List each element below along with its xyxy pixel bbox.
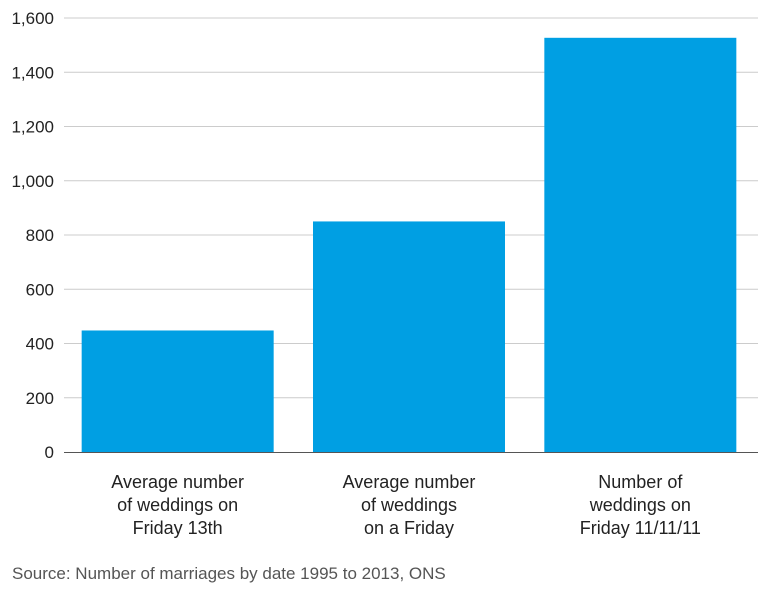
y-tick-label: 200 [26,389,54,408]
bar [313,221,505,452]
bar [81,330,274,452]
y-tick-label: 800 [26,226,54,245]
x-tick-label: Number of weddings on Friday 11/11/11 [580,472,701,538]
bars [81,37,737,453]
x-tick-label: Average number of weddings on Friday 13th [111,472,244,538]
y-tick-label: 1,200 [11,118,54,137]
y-tick-label: 400 [26,335,54,354]
category-labels: Average number of weddings on Friday 13th A… [111,472,701,538]
bar [544,37,737,453]
source-note: Source: Number of marriages by date 1995… [12,564,446,583]
y-tick-label: 0 [45,443,54,462]
y-tick-label: 1,000 [11,172,54,191]
y-tick-label: 1,400 [11,63,54,82]
y-tick-label: 1,600 [11,9,54,28]
y-tick-labels: 0 200 400 600 800 1,000 1,200 1,400 1,600 [11,9,54,462]
y-tick-label: 600 [26,280,54,299]
x-tick-label: Average number of weddings on a Friday [343,472,476,538]
